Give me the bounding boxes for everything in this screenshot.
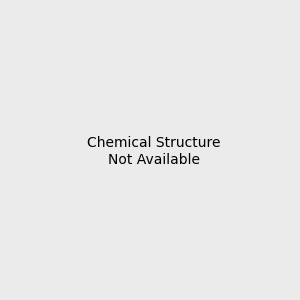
Text: Chemical Structure
Not Available: Chemical Structure Not Available (87, 136, 220, 166)
